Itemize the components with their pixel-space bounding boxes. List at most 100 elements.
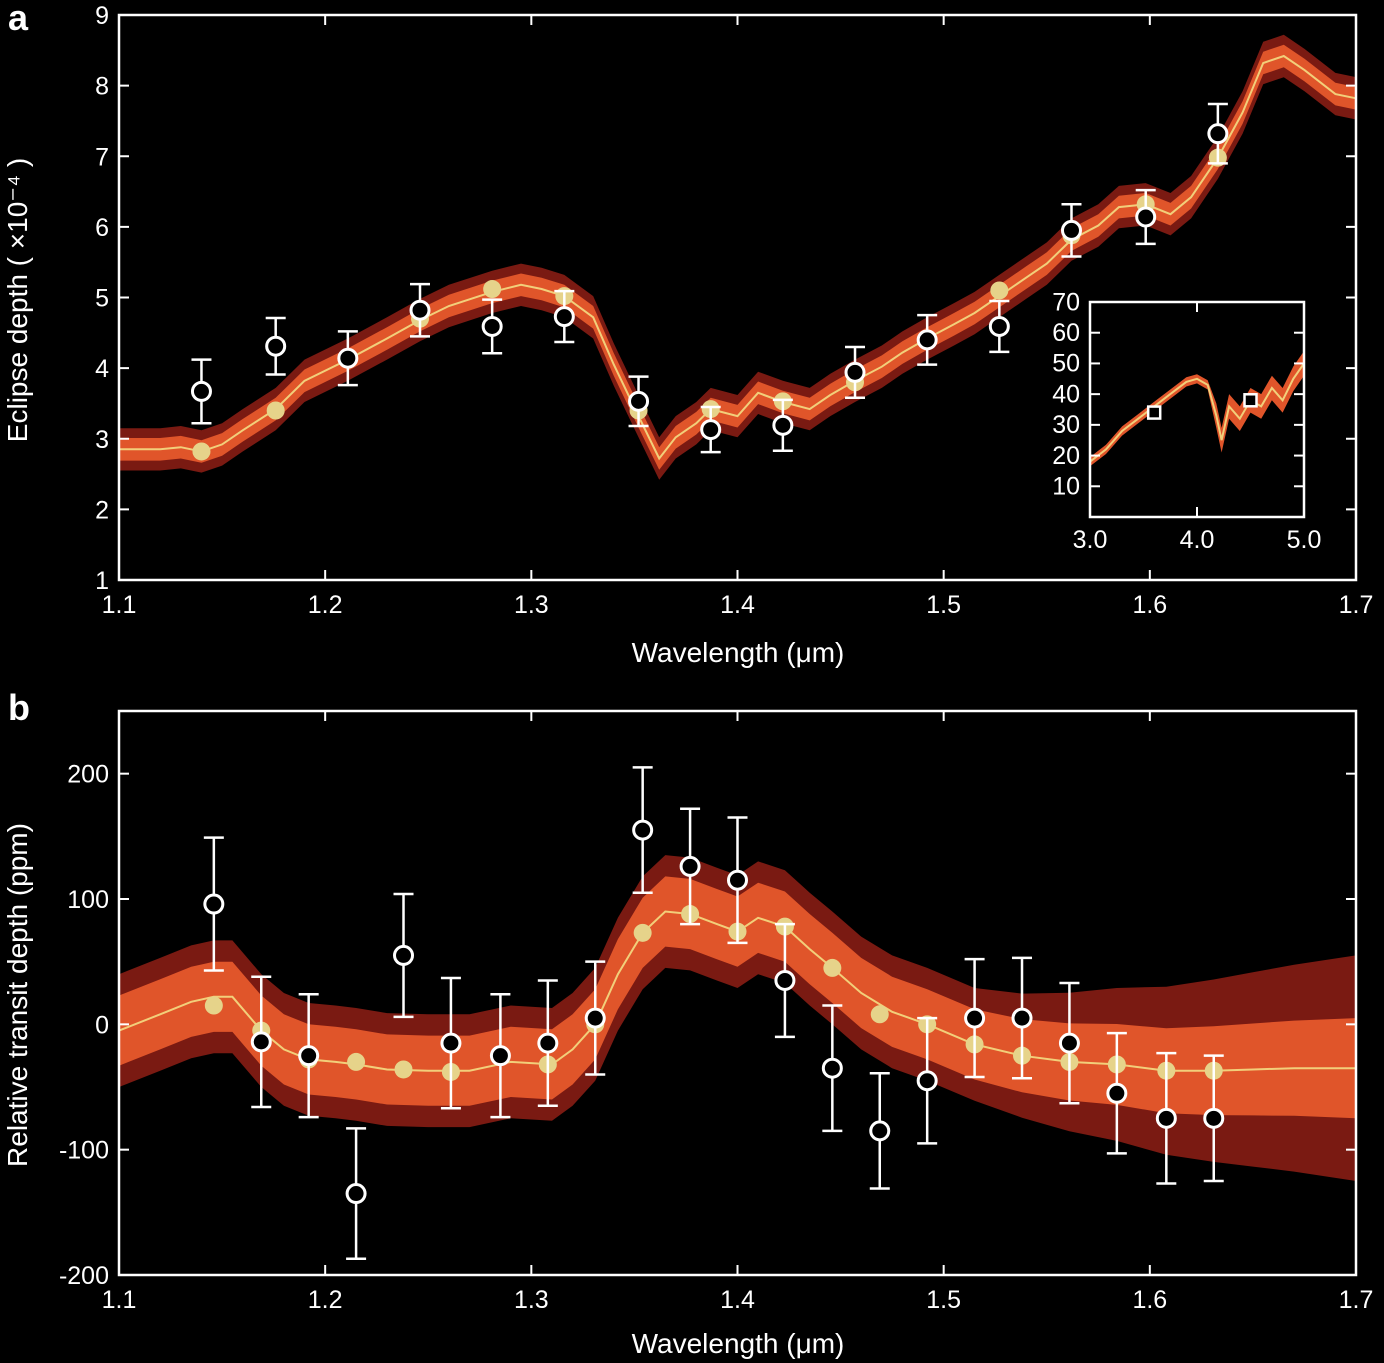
panel-a-model-band bbox=[119, 34, 1356, 480]
panel-a-xtick-label: 1.6 bbox=[1132, 591, 1167, 619]
panel-b-data-point bbox=[632, 819, 654, 841]
panel-b-model-point bbox=[204, 996, 223, 1015]
panel-a-ytick-label: 1 bbox=[95, 567, 109, 595]
panel-b-ytick-label: 100 bbox=[67, 886, 109, 914]
panel-a-data-points bbox=[190, 102, 1229, 454]
panel-a-data-point bbox=[988, 315, 1010, 337]
panel-a-ytick-label: 4 bbox=[95, 355, 109, 383]
panel-a-ylabel: Eclipse depth ( ×10⁻⁴ ) bbox=[2, 158, 33, 442]
panel-a-data-point bbox=[265, 335, 287, 357]
inset-ytick-label: 70 bbox=[1052, 288, 1080, 316]
inset-band bbox=[1090, 351, 1304, 467]
panel-a-data-point bbox=[481, 315, 503, 337]
inset-data-point bbox=[1243, 393, 1258, 408]
inset-xtick-label: 3.0 bbox=[1073, 526, 1108, 554]
panel-a-ytick-label: 6 bbox=[95, 214, 109, 242]
panel-b-model-point bbox=[633, 923, 652, 942]
inset-xtick-label: 4.0 bbox=[1180, 526, 1215, 554]
panel-a-data-point bbox=[844, 361, 866, 383]
panel-b-data-point bbox=[393, 944, 415, 966]
panel-b-xtick-label: 1.7 bbox=[1339, 1286, 1374, 1314]
panel-a-xtick-label: 1.7 bbox=[1339, 591, 1374, 619]
inset-ytick-label: 50 bbox=[1052, 350, 1080, 378]
panel-a-ytick-label: 9 bbox=[95, 2, 109, 30]
inset-model-line bbox=[1089, 351, 1305, 467]
panel-b-model-point bbox=[394, 1060, 413, 1079]
panel-b-data-point bbox=[1058, 1032, 1080, 1054]
panel-b-ticks: 1.1 1.2 1.3 1.4 1.5 1.6 1.7 -200 -100 0 100 200 bbox=[59, 711, 1373, 1314]
inset-ytick-label: 10 bbox=[1052, 473, 1080, 501]
panel-b-ytick-label: 200 bbox=[67, 761, 109, 789]
panel-b-data-point bbox=[821, 1057, 843, 1079]
panel-b-data-point bbox=[489, 1045, 511, 1067]
panel-b-data-point bbox=[1203, 1107, 1225, 1129]
panel-b-data-point bbox=[679, 855, 701, 877]
panel-b-data-point bbox=[916, 1070, 938, 1092]
panel-b-ytick-label: -100 bbox=[59, 1137, 109, 1165]
inset-ytick-label: 60 bbox=[1052, 319, 1080, 347]
panel-b-xtick-label: 1.4 bbox=[720, 1286, 755, 1314]
panel-b-data-point bbox=[727, 869, 748, 891]
panel-b-xtick-label: 1.3 bbox=[514, 1286, 549, 1314]
panel-b-data-point bbox=[298, 1045, 320, 1067]
panel-b-model-line bbox=[118, 910, 1356, 1072]
panel-b-data-point bbox=[537, 1032, 559, 1054]
panel-a-xtick-label: 1.5 bbox=[926, 591, 961, 619]
panel-a-model-point bbox=[192, 442, 211, 461]
panel-b-ytick-label: 0 bbox=[95, 1011, 109, 1039]
panel-b-data-point bbox=[1155, 1107, 1177, 1129]
panel-b-xtick-label: 1.2 bbox=[308, 1286, 343, 1314]
panel-a-band-inner bbox=[119, 44, 1356, 470]
panel-a: a 1.1 1.2 1.3 1.4 1.5 1.6 1.7 1 2 3 4 5 6 7 8 9 Wavelen… bbox=[2, 0, 1373, 668]
panel-b-ylabel: Relative transit depth (ppm) bbox=[2, 823, 33, 1167]
panel-a-ytick-label: 2 bbox=[95, 496, 109, 524]
panel-b-data-point bbox=[869, 1120, 891, 1142]
inset-data-point bbox=[1146, 405, 1162, 420]
inset-ytick-label: 40 bbox=[1052, 380, 1080, 408]
inset-xtick-label: 5.0 bbox=[1287, 526, 1322, 554]
panel-a-data-point bbox=[628, 390, 650, 412]
panel-b-letter: b bbox=[8, 687, 30, 728]
inset-ytick-label: 20 bbox=[1052, 442, 1080, 470]
panel-a-data-point bbox=[190, 380, 212, 402]
panel-b-data-point bbox=[774, 969, 796, 991]
panel-b-xtick-label: 1.1 bbox=[102, 1286, 137, 1314]
panel-b-data-point bbox=[964, 1007, 986, 1029]
panel-b-xlabel: Wavelength (μm) bbox=[632, 1328, 845, 1359]
panel-b-model-band bbox=[119, 855, 1356, 1181]
panel-b-model-point bbox=[870, 1005, 889, 1024]
inset-background bbox=[1090, 302, 1304, 517]
panel-a-data-point bbox=[1135, 206, 1157, 228]
panel-b-data-point bbox=[250, 1031, 272, 1053]
panel-a-model-point bbox=[483, 280, 502, 299]
panel-b-data-point bbox=[440, 1032, 462, 1054]
panel-b-data-point bbox=[1106, 1082, 1128, 1104]
panel-b-data-point bbox=[1011, 1007, 1033, 1029]
inset-ytick-label: 30 bbox=[1052, 411, 1080, 439]
panel-a-data-point bbox=[700, 419, 722, 441]
panel-a-xtick-label: 1.2 bbox=[308, 591, 343, 619]
panel-b-xtick-label: 1.6 bbox=[1132, 1286, 1167, 1314]
panel-a-data-point bbox=[916, 329, 938, 351]
panel-b-model-curve bbox=[118, 910, 1356, 1072]
panel-b-model-point bbox=[347, 1052, 366, 1071]
panel-b-data-point bbox=[345, 1183, 367, 1205]
panel-a-data-point bbox=[337, 347, 359, 369]
panel-a-xtick-label: 1.4 bbox=[720, 591, 755, 619]
panel-a-model-point bbox=[990, 281, 1009, 300]
panel-a-xtick-label: 1.3 bbox=[514, 591, 549, 619]
panel-a-ytick-label: 7 bbox=[95, 143, 109, 171]
panel-a-data-point bbox=[409, 299, 431, 321]
panel-a-ytick-label: 8 bbox=[95, 73, 109, 101]
panel-b-xtick-label: 1.5 bbox=[926, 1286, 961, 1314]
panel-a-ytick-label: 3 bbox=[95, 426, 109, 454]
panel-a-ytick-label: 5 bbox=[95, 285, 109, 313]
inset-model-curve bbox=[1089, 362, 1305, 463]
panel-a-letter: a bbox=[8, 0, 29, 38]
panel-b-data-point bbox=[203, 893, 225, 915]
panel-a-data-point bbox=[1207, 123, 1229, 145]
panel-a-ticks: 1.1 1.2 1.3 1.4 1.5 1.6 1.7 1 2 3 4 5 6 7 8 9 bbox=[95, 2, 1373, 619]
